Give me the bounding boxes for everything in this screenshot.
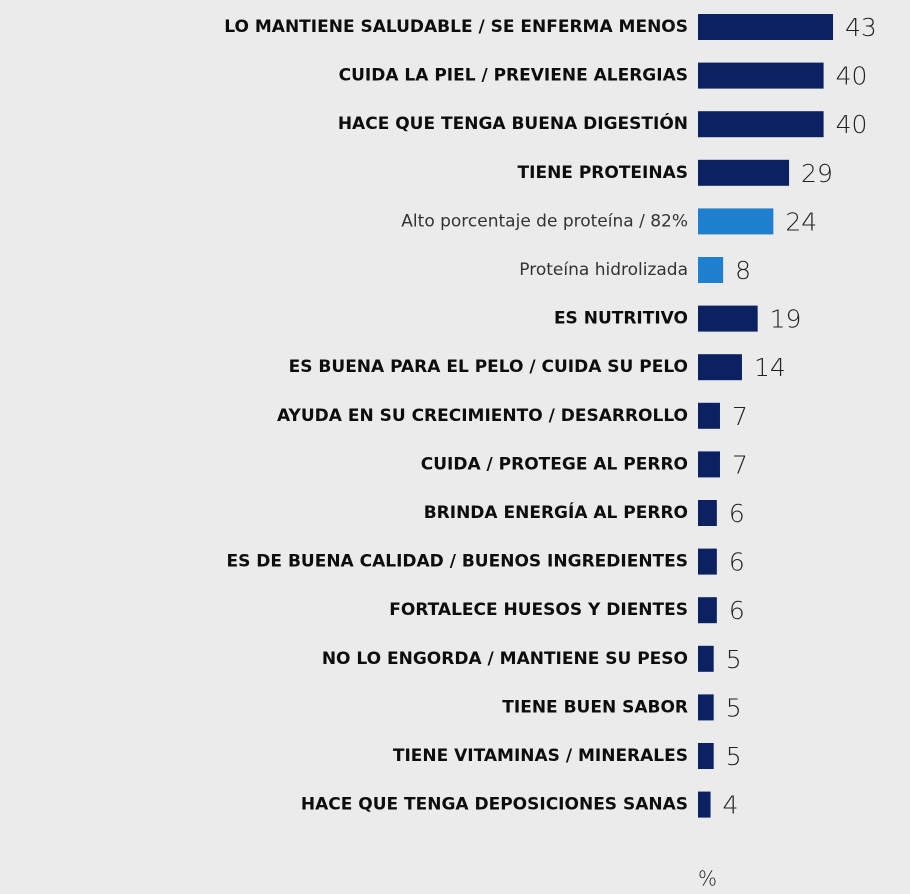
value-label: 14 [754,353,786,382]
category-label: BRINDA ENERGÍA AL PERRO [424,501,688,523]
bar [698,14,834,40]
category-label: Alto porcentaje de proteína / 82% [401,211,688,231]
value-label: 24 [785,207,817,236]
category-label: TIENE BUEN SABOR [502,697,688,717]
value-label: 40 [836,110,868,139]
value-label: 29 [801,159,833,188]
bar [698,548,717,575]
category-label: ES DE BUENA CALIDAD / BUENOS INGREDIENTE… [227,552,688,572]
unit-label: % [698,867,717,891]
value-label: 4 [723,791,739,820]
value-label: 5 [726,742,742,771]
value-label: 43 [845,13,877,42]
category-label: TIENE VITAMINAS / MINERALES [393,746,688,766]
bar [698,111,824,138]
bar [698,208,774,235]
value-label: 19 [770,305,802,334]
value-label: 7 [732,450,748,479]
category-label: AYUDA EN SU CRECIMIENTO / DESARROLLO [277,406,688,426]
bar [698,402,720,429]
value-label: 6 [729,548,745,577]
value-label: 5 [726,693,742,722]
value-label: 7 [732,402,748,431]
bar [698,597,717,624]
category-label: Proteína hidrolizada [519,260,688,280]
bar [698,62,824,89]
category-label: LO MANTIENE SALUDABLE / SE ENFERMA MENOS [224,17,688,37]
category-label: ES NUTRITIVO [554,309,688,329]
bar [698,451,720,478]
bar [698,305,758,332]
value-label: 40 [836,62,868,91]
bar [698,791,711,818]
category-label: ES BUENA PARA EL PELO / CUIDA SU PELO [289,357,688,377]
bar [698,694,714,721]
value-label: 8 [735,256,751,285]
bar [698,500,717,526]
bar [698,159,790,186]
category-label: CUIDA LA PIEL / PREVIENE ALERGIAS [339,66,688,86]
category-label: FORTALECE HUESOS Y DIENTES [389,600,688,620]
bar [698,743,714,769]
category-label: NO LO ENGORDA / MANTIENE SU PESO [322,649,688,669]
value-label: 6 [729,596,745,625]
category-label: HACE QUE TENGA BUENA DIGESTIÓN [338,112,688,134]
category-label: HACE QUE TENGA DEPOSICIONES SANAS [301,795,688,815]
bar [698,257,724,283]
value-label: 5 [726,645,742,674]
category-label: CUIDA / PROTEGE AL PERRO [421,454,688,474]
category-label: TIENE PROTEINAS [518,163,688,183]
bar [698,354,742,381]
bar [698,645,714,672]
value-label: 6 [729,499,745,528]
